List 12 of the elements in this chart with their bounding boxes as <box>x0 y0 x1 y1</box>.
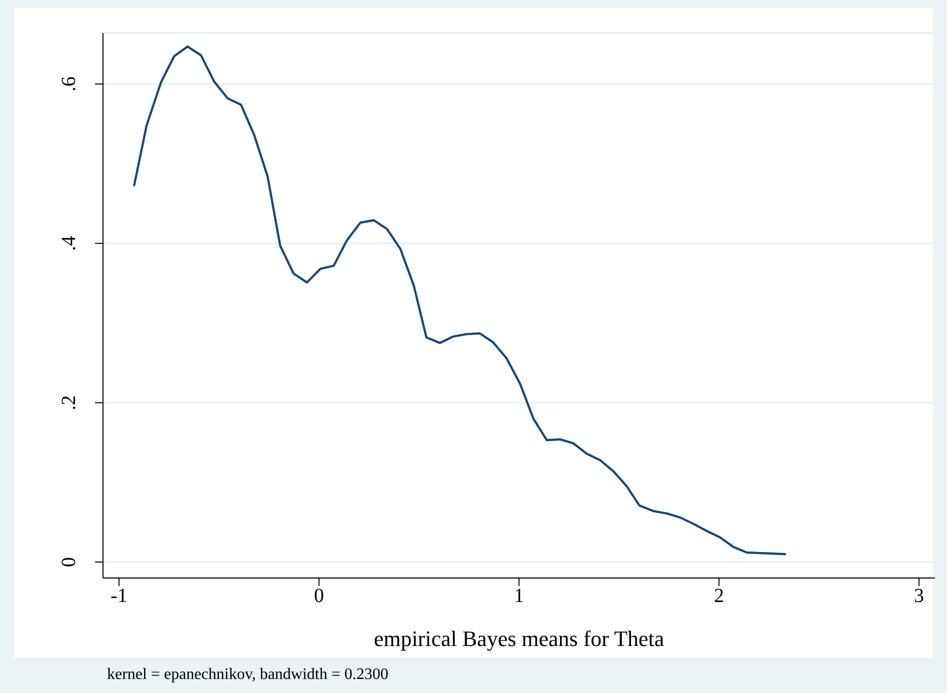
y-tick-label: .4 <box>58 236 80 251</box>
line-series <box>133 45 786 556</box>
x-tick-label: 3 <box>914 585 924 608</box>
y-tick-label: 0 <box>58 557 80 568</box>
x-tick-label: 2 <box>714 585 724 608</box>
y-tick-label: .2 <box>58 395 80 410</box>
x-axis-title: empirical Bayes means for Theta <box>374 626 664 651</box>
x-tick-label: 0 <box>314 585 324 608</box>
x-tick-label: -1 <box>110 585 128 608</box>
x-tick-label: 1 <box>514 585 524 608</box>
text: kernel = epanechnikov, bandwidth = 0.2300 <box>107 666 388 684</box>
y-tick-label: .6 <box>58 76 80 92</box>
